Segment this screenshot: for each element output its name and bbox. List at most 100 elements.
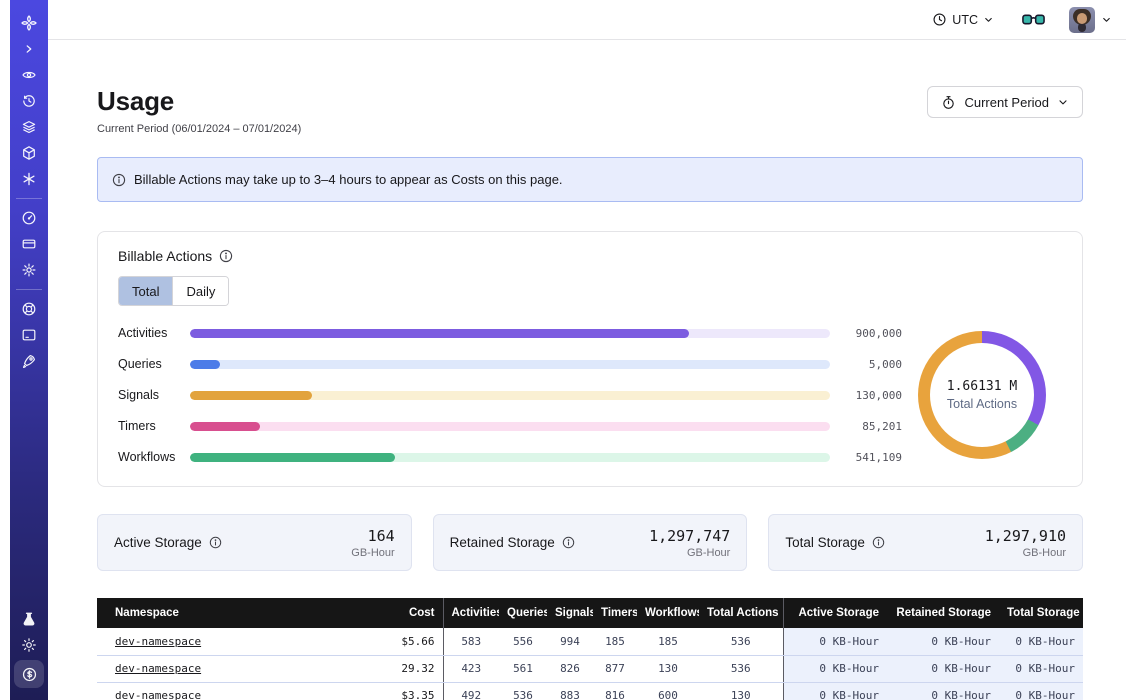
donut-ring: 1.66131 M Total Actions [918,331,1046,459]
storage-card-label: Total Storage [785,535,865,550]
bar-row: Activities 900,000 [118,326,902,340]
table-cell: 536 [499,682,547,700]
table-cell: 0 KB-Hour [999,655,1083,683]
collapse-chevron-icon[interactable] [14,38,44,60]
column-header: Active Storage [783,598,887,628]
terminal-icon[interactable] [14,324,44,346]
bar-fill [190,359,221,369]
life-ring-icon[interactable] [14,298,44,320]
table-cell: 29.32 [355,655,444,683]
bar-fill [190,328,690,338]
current-period-subtitle: Current Period (06/01/2024 – 07/01/2024) [97,123,302,135]
bar-label: Workflows [118,450,176,464]
table-cell: 0 KB-Hour [887,682,999,700]
usage-dollar-icon[interactable] [14,660,44,688]
storage-card-unit: GB-Hour [351,546,395,559]
bar-value: 5,000 [868,357,902,371]
bar-label: Activities [118,326,168,340]
sidebar-divider [16,289,42,290]
billable-view-tabs: Total Daily [118,276,230,306]
sidebar [10,0,48,700]
layers-icon[interactable] [14,116,44,138]
namespace-cell: dev-namespace [97,682,355,700]
namespace-usage-table: Namespace Cost Activities Queries Signals Tim… [97,598,1083,700]
table-row: dev-namespace $3.35 492 536 883 816 600 130 0 KB… [97,682,1083,700]
bar-track [190,328,830,338]
billable-actions-card: Billable Actions Total Daily Activities 9… [97,231,1083,487]
table-cell: 130 [699,682,784,700]
bar-row: Signals 130,000 [118,388,902,402]
billable-bar-chart: Activities 900,000 Queries 5,000 Signals 130,… [118,326,902,464]
table-body: dev-namespace $5.66 583 556 994 185 185 536 0 KB… [97,628,1083,700]
bar-track [190,421,830,431]
column-header: Activities [443,598,499,628]
active-storage-card: Active Storage 164 GB-Hour [97,514,412,571]
table-cell: $3.35 [355,682,444,700]
column-header: Namespace [97,598,355,628]
bar-fill [190,452,395,462]
cube-icon[interactable] [14,142,44,164]
period-button-label: Current Period [964,94,1049,110]
bar-fill [190,390,312,400]
table-cell: 556 [499,628,547,656]
total-actions-donut: 1.66131 M Total Actions [902,331,1062,459]
namespace-link[interactable]: dev-namespace [115,689,202,700]
table-row: dev-namespace 29.32 423 561 826 877 130 536 0 KB… [97,655,1083,683]
page-title: Usage [97,86,175,116]
rocket-icon[interactable] [14,350,44,372]
storage-card-value: 1,297,747 [649,526,731,545]
glasses-icon[interactable] [1022,12,1045,27]
column-header: Total Actions [699,598,784,628]
info-icon [112,173,126,187]
flask-icon[interactable] [14,608,44,630]
table-cell: 536 [699,628,784,656]
column-header: Workflows [637,598,699,628]
sun-icon[interactable] [14,634,44,656]
namespace-cell: dev-namespace [97,628,355,656]
history-clock-icon[interactable] [14,90,44,112]
info-banner: Billable Actions may take up to 3–4 hour… [97,157,1083,202]
namespace-link[interactable]: dev-namespace [115,634,202,648]
table-cell: 130 [637,655,699,683]
column-header: Signals [547,598,593,628]
storage-summary-row: Active Storage 164 GB-Hour Retained Stor… [97,514,1084,571]
table-row: dev-namespace $5.66 583 556 994 185 185 536 0 KB… [97,628,1083,656]
gauge-icon[interactable] [14,207,44,229]
storage-card-label: Retained Storage [449,535,555,550]
table-cell: 0 KB-Hour [999,682,1083,700]
asterisk-icon[interactable] [14,168,44,190]
table-cell: 0 KB-Hour [783,655,887,683]
donut-total-value: 1.66131 M [946,379,1018,394]
info-icon[interactable] [219,249,233,263]
bar-fill [190,421,261,431]
tab-daily[interactable]: Daily [172,277,229,305]
table-cell: 583 [443,628,499,656]
period-dropdown-button[interactable]: Current Period [927,86,1083,118]
table-cell: 536 [699,655,784,683]
gear-icon[interactable] [14,259,44,281]
avatar[interactable] [1069,6,1095,33]
timezone-label: UTC [952,12,978,27]
retained-storage-card: Retained Storage 1,297,747 GB-Hour [432,514,748,571]
temporal-logo-icon[interactable] [14,12,44,34]
credit-card-icon[interactable] [14,233,44,255]
table-cell: 0 KB-Hour [887,628,999,656]
chevron-down-icon [1057,96,1069,108]
account-menu[interactable] [1069,6,1112,33]
table-cell: 185 [637,628,699,656]
table-cell: $5.66 [355,628,444,656]
bar-value: 900,000 [855,326,902,340]
table-cell: 883 [547,682,593,700]
column-header: Cost [355,598,444,628]
info-icon[interactable] [872,536,885,549]
bar-label: Timers [118,419,156,433]
chevron-down-icon [1101,14,1112,25]
eye-icon[interactable] [14,64,44,86]
info-icon[interactable] [562,536,575,549]
stopwatch-icon [941,95,956,110]
storage-card-unit: GB-Hour [1022,546,1067,559]
info-icon[interactable] [209,536,222,549]
timezone-selector[interactable]: UTC [932,12,994,27]
namespace-link[interactable]: dev-namespace [115,662,202,675]
tab-total[interactable]: Total [119,277,173,305]
